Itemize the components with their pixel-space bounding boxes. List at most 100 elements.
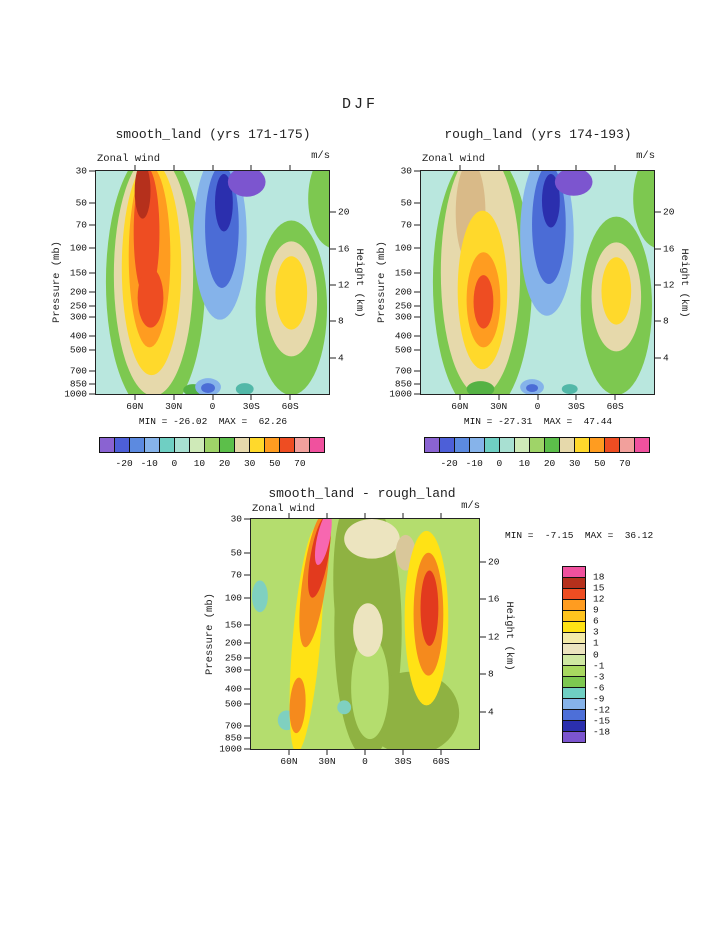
colorbar-tick-label: -3	[593, 671, 605, 683]
colorbar-segment	[250, 438, 265, 452]
pressure-tick-label: 50	[230, 546, 242, 558]
latitude-tick-label: 60N	[280, 756, 298, 767]
colorbar-segments	[562, 566, 586, 743]
pressure-tick-label: 70	[75, 219, 87, 231]
colorbar-segment	[563, 611, 585, 622]
colorbar-difference: 18 15 12 9 6 3 1 0 -1 -3 -6 -9 -12 -15 -18	[562, 566, 610, 743]
contour-field-rough-land	[421, 171, 654, 394]
colorbar-tick-label: 10	[193, 458, 206, 469]
latitude-tick-label: 30N	[490, 401, 508, 412]
latitude-tick	[575, 394, 577, 400]
height-tick-label: 16	[338, 242, 350, 254]
colorbar-segment	[563, 677, 585, 688]
colorbar-tick-label: -15	[593, 715, 611, 727]
pressure-tick	[414, 170, 420, 172]
latitude-tick	[402, 749, 404, 755]
height-tick-label: 8	[663, 315, 669, 327]
pressure-tick-label: 200	[394, 285, 412, 297]
pressure-tick-label: 700	[224, 719, 242, 731]
pressure-tick	[89, 335, 95, 337]
pressure-tick	[414, 316, 420, 318]
pressure-tick	[89, 247, 95, 249]
pressure-tick-label: 700	[69, 365, 87, 377]
pressure-tick	[414, 202, 420, 204]
height-tick-label: 16	[488, 593, 500, 605]
latitude-tick	[498, 165, 500, 171]
colorbar-segment	[563, 710, 585, 721]
height-tick-label: 20	[488, 555, 500, 567]
height-tick-label: 12	[488, 630, 500, 642]
latitude-tick	[326, 749, 328, 755]
latitude-tick	[173, 394, 175, 400]
units-label-difference: m/s	[461, 500, 480, 512]
pressure-tick	[414, 383, 420, 385]
pressure-tick	[414, 291, 420, 293]
latitude-tick	[288, 749, 290, 755]
pressure-tick-label: 500	[224, 697, 242, 709]
latitude-tick-label: 30N	[318, 756, 336, 767]
height-tick	[655, 248, 661, 250]
latitude-tick-label: 0	[209, 401, 216, 412]
colorbar-tick-label: 9	[593, 604, 599, 616]
colorbar-segment	[605, 438, 620, 452]
pressure-tick-label: 300	[69, 311, 87, 323]
pressure-tick-label: 150	[394, 267, 412, 279]
colorbar-tick-label: -12	[593, 704, 611, 716]
colorbar-segment	[530, 438, 545, 452]
colorbar-segment	[100, 438, 115, 452]
pressure-tick	[414, 272, 420, 274]
pressure-tick-label: 150	[69, 267, 87, 279]
y-axis-left-title-difference: Pressure (mb)	[204, 593, 216, 675]
colorbar-tick-label: 3	[593, 626, 599, 638]
latitude-tick-label: 30S	[242, 401, 260, 412]
latitude-tick-label: 60N	[451, 401, 469, 412]
latitude-tick-label: 60S	[281, 401, 299, 412]
latitude-tick	[134, 394, 136, 400]
latitude-tick	[289, 394, 291, 400]
colorbar-segment	[563, 655, 585, 666]
latitude-tick	[459, 165, 461, 171]
pressure-tick-label: 150	[224, 618, 242, 630]
colorbar-segment	[220, 438, 235, 452]
pressure-tick-label: 500	[394, 344, 412, 356]
pressure-tick-label: 70	[400, 219, 412, 231]
colorbar-segment	[130, 438, 145, 452]
y-axis-left-title-rough-land: Pressure (mb)	[376, 241, 388, 323]
pressure-tick	[89, 349, 95, 351]
pressure-tick	[244, 552, 250, 553]
colorbar-segment	[563, 732, 585, 742]
pressure-tick-label: 300	[394, 311, 412, 323]
y-axis-right-title-smooth-land: Height (km)	[353, 248, 365, 318]
pressure-tick	[244, 748, 250, 750]
colorbar-tick-label: 0	[171, 458, 178, 469]
colorbar-tick-label: -9	[593, 693, 605, 705]
figure-title: DJF	[341, 96, 379, 113]
latitude-tick-label: 0	[362, 756, 368, 767]
height-tick-label: 8	[338, 315, 344, 327]
colorbar-segment	[115, 438, 130, 452]
latitude-tick	[212, 394, 213, 400]
pressure-tick	[244, 703, 250, 705]
height-tick-label: 20	[338, 206, 350, 218]
panel-title-difference: smooth_land - rough_land	[268, 486, 456, 501]
colorbar-tick-label: -10	[465, 458, 483, 469]
height-tick	[330, 357, 336, 359]
height-tick	[655, 357, 661, 359]
height-tick-label: 12	[663, 279, 675, 291]
latitude-tick	[212, 165, 213, 171]
height-tick-label: 16	[663, 242, 675, 254]
colorbar-segment	[590, 438, 605, 452]
colorbar-tick-label: 70	[619, 458, 631, 469]
colorbar-tick-label: 50	[594, 458, 606, 469]
latitude-tick-label: 30S	[567, 401, 585, 412]
field-label-rough-land: Zonal wind	[422, 153, 486, 165]
colorbar-tick-label: 30	[568, 458, 581, 469]
colorbar-segment	[563, 567, 585, 578]
height-tick	[480, 598, 486, 600]
colorbar-tick-label: -20	[115, 458, 133, 469]
pressure-tick-label: 1000	[219, 743, 242, 755]
pressure-tick-label: 850	[224, 732, 242, 744]
colorbar-rough-land: -20 -10 0 10 20 30 50 70	[424, 437, 650, 469]
latitude-tick	[134, 165, 136, 171]
